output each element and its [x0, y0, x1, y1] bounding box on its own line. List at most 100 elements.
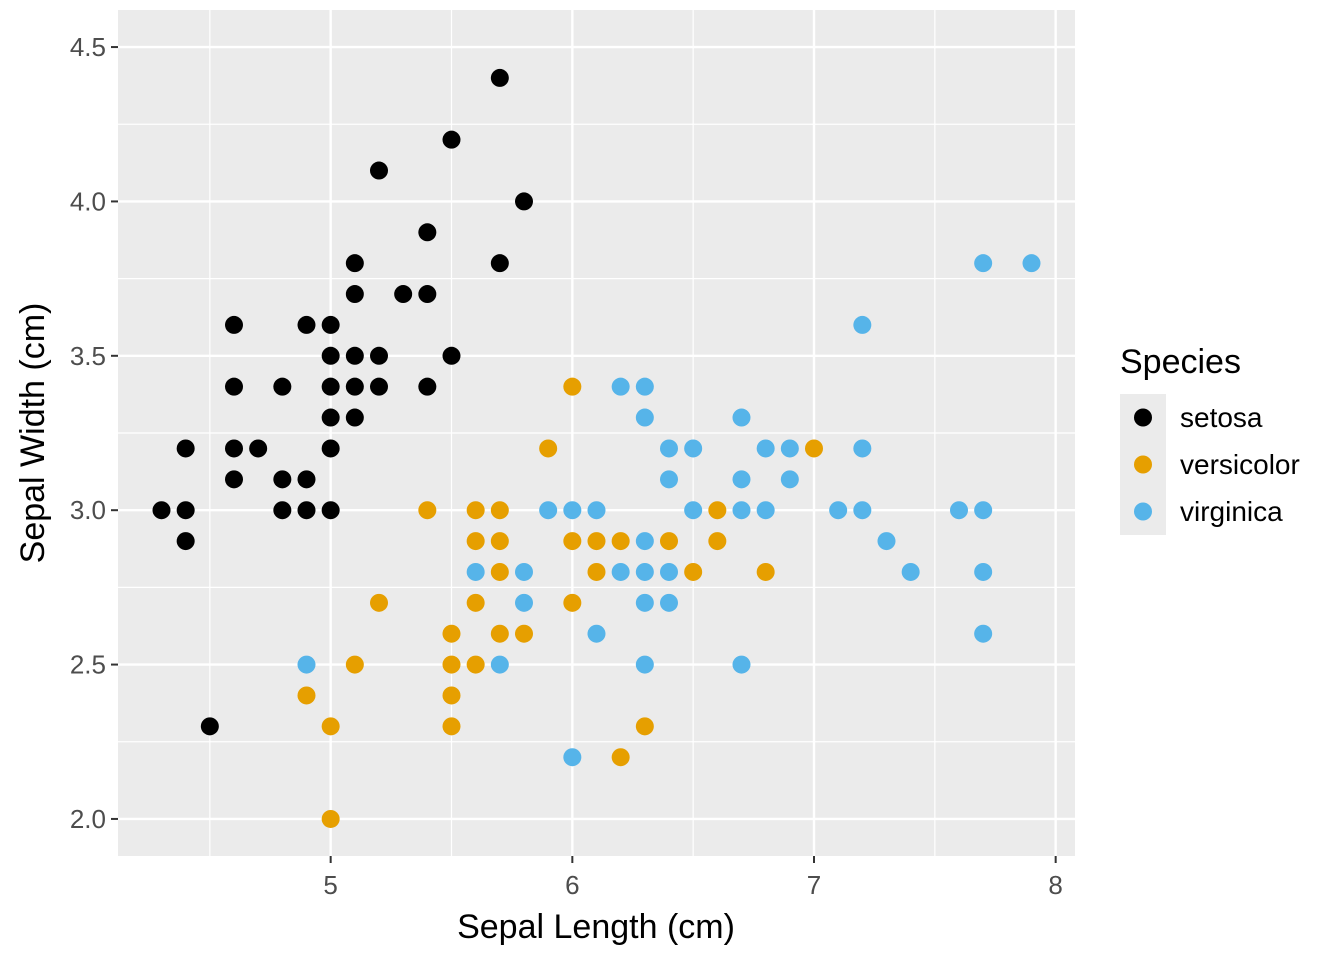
data-point-setosa: [321, 439, 340, 458]
data-point-virginica: [974, 254, 993, 273]
data-point-setosa: [200, 717, 219, 736]
y-tick-label: 3.0: [70, 495, 106, 525]
data-point-setosa: [490, 68, 509, 87]
y-axis-title: Sepal Width (cm): [14, 303, 52, 564]
data-point-virginica: [466, 562, 485, 581]
data-point-virginica: [950, 501, 968, 520]
grid-lines: [118, 10, 1075, 856]
y-tick-label: 4.5: [70, 32, 106, 62]
data-point-virginica: [877, 532, 896, 551]
legend-label-virginica: virginica: [1180, 496, 1283, 527]
legend-key-virginica: [1134, 502, 1152, 521]
data-point-versicolor: [466, 501, 485, 520]
data-point-virginica: [660, 470, 678, 489]
x-tick-label: 6: [565, 870, 579, 900]
data-point-virginica: [1022, 254, 1041, 273]
data-point-virginica: [853, 501, 872, 520]
data-point-setosa: [442, 130, 461, 149]
data-point-versicolor: [660, 532, 678, 551]
data-point-virginica: [732, 501, 751, 520]
data-point-versicolor: [708, 532, 727, 551]
data-point-virginica: [660, 593, 678, 612]
data-point-virginica: [974, 624, 993, 643]
data-point-versicolor: [370, 593, 388, 612]
data-point-virginica: [780, 470, 799, 489]
data-point-virginica: [515, 562, 533, 581]
axes: 5 6 7 8 2.0 2.5 3.0 3.5 4.0 4.5: [70, 32, 1063, 900]
data-point-virginica: [635, 593, 654, 612]
data-point-virginica: [660, 439, 678, 458]
data-point-versicolor: [490, 501, 509, 520]
data-point-virginica: [490, 655, 509, 674]
x-tick-label: 5: [323, 870, 337, 900]
data-point-setosa: [321, 315, 340, 334]
data-point-virginica: [660, 562, 678, 581]
data-point-setosa: [225, 377, 243, 396]
data-point-virginica: [539, 501, 558, 520]
data-point-setosa: [176, 501, 195, 520]
data-point-setosa: [394, 285, 413, 304]
legend-label-setosa: setosa: [1180, 402, 1263, 433]
data-point-setosa: [345, 408, 364, 427]
data-point-setosa: [442, 346, 461, 365]
data-point-versicolor: [684, 562, 703, 581]
data-point-versicolor: [756, 562, 775, 581]
data-point-virginica: [974, 562, 993, 581]
data-point-versicolor: [515, 624, 533, 643]
data-point-setosa: [418, 223, 437, 242]
data-point-versicolor: [611, 532, 630, 551]
data-point-versicolor: [466, 593, 485, 612]
data-point-versicolor: [442, 686, 461, 705]
legend-title: Species: [1120, 343, 1241, 381]
data-point-setosa: [176, 532, 195, 551]
data-point-setosa: [297, 501, 316, 520]
data-point-setosa: [321, 346, 340, 365]
data-point-versicolor: [442, 655, 461, 674]
data-point-versicolor: [611, 748, 630, 767]
data-point-setosa: [225, 315, 243, 334]
y-tick-label: 3.5: [70, 341, 106, 371]
y-tick-label: 2.5: [70, 650, 106, 680]
data-point-setosa: [370, 346, 388, 365]
data-point-virginica: [756, 439, 775, 458]
data-point-versicolor: [563, 377, 582, 396]
data-point-virginica: [635, 532, 654, 551]
data-point-setosa: [176, 439, 195, 458]
legend-key-setosa: [1134, 408, 1152, 427]
data-point-setosa: [273, 377, 292, 396]
data-point-setosa: [345, 377, 364, 396]
data-point-setosa: [418, 377, 437, 396]
data-point-versicolor: [345, 655, 364, 674]
data-point-setosa: [225, 439, 243, 458]
data-point-setosa: [370, 161, 388, 180]
data-point-versicolor: [321, 809, 340, 828]
data-point-versicolor: [442, 624, 461, 643]
data-point-versicolor: [466, 655, 485, 674]
data-point-versicolor: [490, 624, 509, 643]
legend-key-versicolor: [1134, 455, 1152, 474]
data-point-virginica: [635, 377, 654, 396]
data-point-setosa: [490, 254, 509, 273]
data-point-setosa: [321, 377, 340, 396]
data-point-virginica: [684, 501, 703, 520]
data-point-setosa: [370, 377, 388, 396]
data-point-setosa: [225, 470, 243, 489]
data-point-virginica: [515, 593, 533, 612]
data-point-virginica: [853, 439, 872, 458]
data-point-setosa: [321, 501, 340, 520]
data-point-virginica: [780, 439, 799, 458]
data-point-versicolor: [442, 717, 461, 736]
data-point-versicolor: [466, 532, 485, 551]
data-point-versicolor: [297, 686, 316, 705]
data-point-setosa: [297, 470, 316, 489]
data-point-virginica: [563, 748, 582, 767]
data-point-virginica: [684, 439, 703, 458]
data-point-versicolor: [563, 532, 582, 551]
data-point-setosa: [345, 346, 364, 365]
data-point-virginica: [587, 624, 606, 643]
data-point-versicolor: [418, 501, 437, 520]
data-point-setosa: [249, 439, 268, 458]
data-point-versicolor: [587, 562, 606, 581]
data-point-virginica: [732, 408, 751, 427]
